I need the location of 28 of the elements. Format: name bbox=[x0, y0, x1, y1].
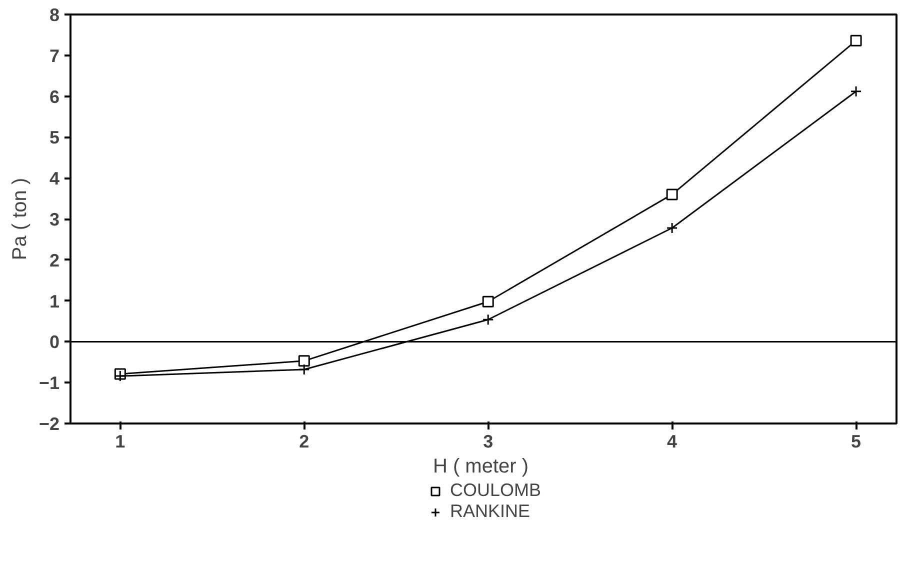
legend-label: RANKINE bbox=[450, 501, 530, 522]
point bbox=[298, 364, 310, 376]
legend-label: COULOMB bbox=[450, 480, 542, 501]
y-tick-label: 6 bbox=[49, 86, 60, 107]
x-tick-label: 1 bbox=[115, 432, 126, 452]
x-tick-label: 5 bbox=[851, 432, 862, 452]
y-tick-label: −2 bbox=[38, 414, 60, 434]
x-tick-label: 3 bbox=[483, 432, 494, 452]
y-tick-label: −1 bbox=[38, 373, 60, 394]
point bbox=[482, 296, 494, 308]
point bbox=[482, 314, 494, 326]
y-axis-title: Pa ( ton ) bbox=[8, 178, 31, 260]
point bbox=[850, 34, 862, 46]
y-tick-label: 4 bbox=[49, 168, 60, 189]
x-axis-title: H ( meter ) bbox=[432, 456, 529, 478]
y-tick-label: 8 bbox=[49, 5, 60, 25]
point bbox=[298, 355, 310, 367]
y-tick-label: 1 bbox=[49, 291, 60, 312]
x-tick-label: 4 bbox=[667, 432, 678, 452]
y-tick-label: 2 bbox=[49, 250, 60, 270]
point bbox=[666, 222, 678, 234]
y-tick-label: 7 bbox=[49, 46, 60, 66]
y-tick-label: 3 bbox=[49, 210, 60, 230]
x-tick-label: 2 bbox=[299, 432, 310, 452]
point bbox=[850, 86, 862, 98]
y-tick-label: 0 bbox=[49, 332, 60, 352]
y-tick-label: 5 bbox=[49, 128, 60, 148]
point bbox=[666, 188, 678, 200]
